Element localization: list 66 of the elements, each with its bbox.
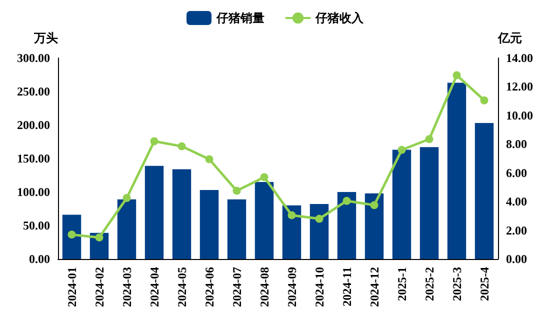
point	[232, 186, 241, 195]
bar	[254, 182, 274, 259]
x-tick-label: 2024-05	[174, 267, 189, 307]
y-tick-label: 250.00	[17, 84, 50, 98]
y2-tick-label: 2.00	[506, 223, 527, 238]
point	[95, 233, 104, 242]
x-tick-label: 2024-08	[257, 267, 272, 307]
x-tick-label: 2024-02	[92, 267, 106, 307]
x-tick-label: 2024-10	[312, 267, 326, 307]
bar	[364, 193, 384, 259]
y-tick-label: 0.00	[29, 252, 50, 266]
x-tick-label: 2025-4	[477, 267, 492, 301]
bar	[420, 147, 439, 259]
x-tick-label: 2024-09	[284, 267, 299, 307]
point	[150, 137, 158, 146]
y2-tick-label: 12.00	[506, 80, 533, 94]
point	[178, 142, 186, 150]
bar	[474, 122, 494, 259]
y2-tick-label: 8.00	[506, 137, 527, 152]
y-tick-label: 150.00	[17, 152, 50, 166]
point	[342, 196, 351, 205]
y-tick-label: 300.00	[17, 51, 50, 65]
bar	[447, 82, 466, 259]
point	[68, 230, 76, 239]
bar	[310, 204, 329, 259]
bar	[200, 190, 219, 259]
x-tick-label: 2024-12	[367, 267, 382, 307]
x-tick-label: 2025-1	[394, 267, 409, 301]
point	[205, 155, 214, 164]
point	[288, 211, 296, 220]
bar	[144, 166, 164, 259]
point	[315, 214, 324, 223]
y2-tick-label: 4.00	[506, 194, 527, 209]
y2-tick-label: 6.00	[506, 166, 527, 180]
x-tick-label: 2025-3	[450, 267, 464, 301]
point	[260, 173, 268, 182]
bar	[337, 192, 356, 259]
bar	[282, 205, 302, 259]
bar	[117, 199, 136, 259]
y-tick-label: 50.00	[23, 218, 50, 232]
x-tick-label: 2024-06	[202, 267, 216, 307]
x-tick-label: 2024-11	[340, 267, 354, 306]
bar	[62, 214, 82, 259]
x-tick-label: 2024-04	[147, 267, 162, 307]
y2-tick-label: 10.00	[506, 108, 533, 122]
x-tick-label: 2024-01	[64, 267, 79, 307]
y-tick-label: 200.00	[17, 118, 50, 132]
point	[480, 96, 488, 104]
point	[452, 71, 461, 80]
point	[398, 146, 406, 154]
y2-tick-label: 14.00	[506, 51, 533, 65]
y2-tick-label: 0.00	[506, 252, 527, 266]
x-tick-label: 2024-03	[120, 267, 134, 307]
bar	[227, 199, 246, 259]
x-tick-label: 2025-2	[422, 267, 436, 301]
bar	[392, 150, 412, 259]
legend-label: 仔猪收入	[314, 11, 364, 25]
point	[370, 201, 378, 210]
x-tick-label: 2024-07	[230, 267, 244, 307]
y-axis-title: 万头	[33, 31, 58, 45]
point	[122, 194, 131, 202]
point	[425, 135, 434, 144]
legend-label: 仔猪销量	[216, 11, 264, 25]
bar	[172, 169, 192, 259]
y-tick-label: 100.00	[17, 185, 50, 199]
y2-axis-title: 亿元	[497, 31, 522, 45]
